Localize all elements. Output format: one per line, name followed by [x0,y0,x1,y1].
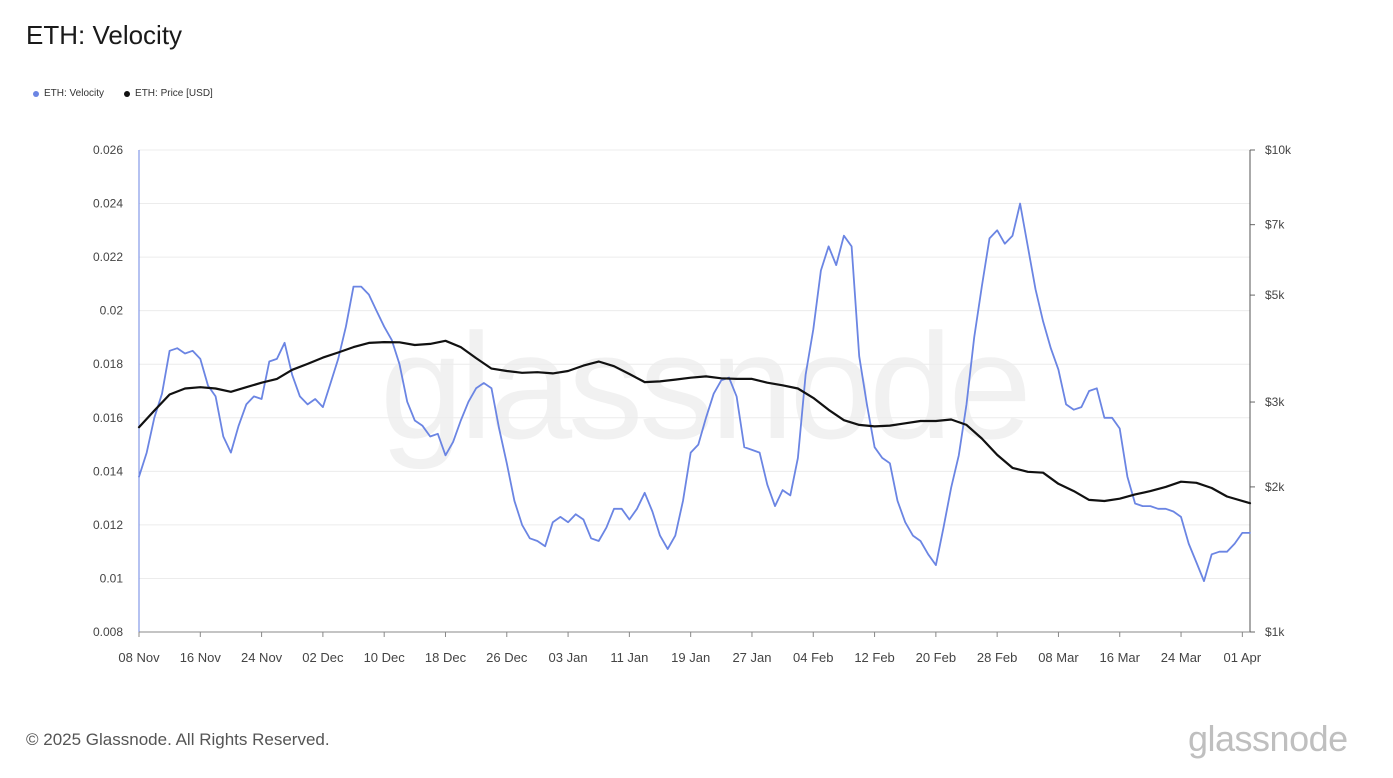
x-tick-label: 24 Nov [241,650,283,665]
y-right-tick-label: $2k [1265,480,1285,494]
legend-dot-velocity [33,90,39,97]
x-tick-label: 11 Jan [610,650,648,665]
x-tick-label: 03 Jan [549,650,588,665]
y-left-tick-label: 0.02 [100,304,124,318]
x-tick-label: 27 Jan [732,650,771,665]
legend-label-velocity: ETH: Velocity [44,88,105,99]
y-left-tick-label: 0.008 [93,625,123,639]
y-right-tick-label: $10k [1265,143,1292,157]
x-tick-label: 08 Mar [1038,650,1079,665]
y-left-tick-label: 0.014 [93,464,123,478]
y-left-tick-label: 0.018 [93,357,123,371]
y-right-tick-label: $3k [1265,395,1285,409]
x-tick-label: 24 Mar [1161,650,1202,665]
x-tick-label: 01 Apr [1224,650,1262,665]
legend-item-price[interactable]: ETH: Price [USD] [124,88,213,99]
glassnode-logo: glassnode [1188,718,1348,759]
chart-title: ETH: Velocity [26,20,183,50]
y-right-tick-label: $7k [1265,218,1285,232]
x-tick-label: 16 Nov [180,650,222,665]
series-line-price [137,339,1252,505]
y-left-tick-label: 0.022 [93,250,123,264]
chart-plot: 0.008 0.01 0.012 0.014 0.016 0.018 0.02 0.022 0.… [93,143,1292,665]
y-left-tick-label: 0.01 [100,571,124,585]
x-tick-label: 16 Mar [1100,650,1141,665]
x-tick-label: 04 Feb [793,650,833,665]
y-left-tick-label: 0.012 [93,518,123,532]
legend-item-velocity[interactable]: ETH: Velocity [33,88,104,99]
series-line-velocity [138,202,1251,582]
y-right-tick-label: $5k [1265,288,1285,302]
y-right-tick-label: $1k [1265,625,1285,639]
legend-dot-price [124,90,131,97]
y-left-tick-label: 0.024 [93,197,123,211]
y-left-tick-label: 0.026 [93,143,123,157]
x-tick-label: 18 Dec [425,650,467,665]
x-tick-label: 12 Feb [854,650,894,665]
x-tick-label: 28 Feb [977,650,1017,665]
x-tick-label: 19 Jan [671,650,710,665]
y-left-tick-label: 0.016 [93,411,123,425]
copyright-footer: © 2025 Glassnode. All Rights Reserved. [26,730,330,749]
legend-label-price: ETH: Price [USD] [135,88,213,99]
x-tick-label: 08 Nov [118,650,160,665]
x-tick-label: 20 Feb [916,650,956,665]
x-tick-label: 26 Dec [486,650,528,665]
x-tick-label: 10 Dec [364,650,406,665]
legend: ETH: Velocity ETH: Price [USD] [33,88,213,99]
x-tick-label: 02 Dec [302,650,344,665]
